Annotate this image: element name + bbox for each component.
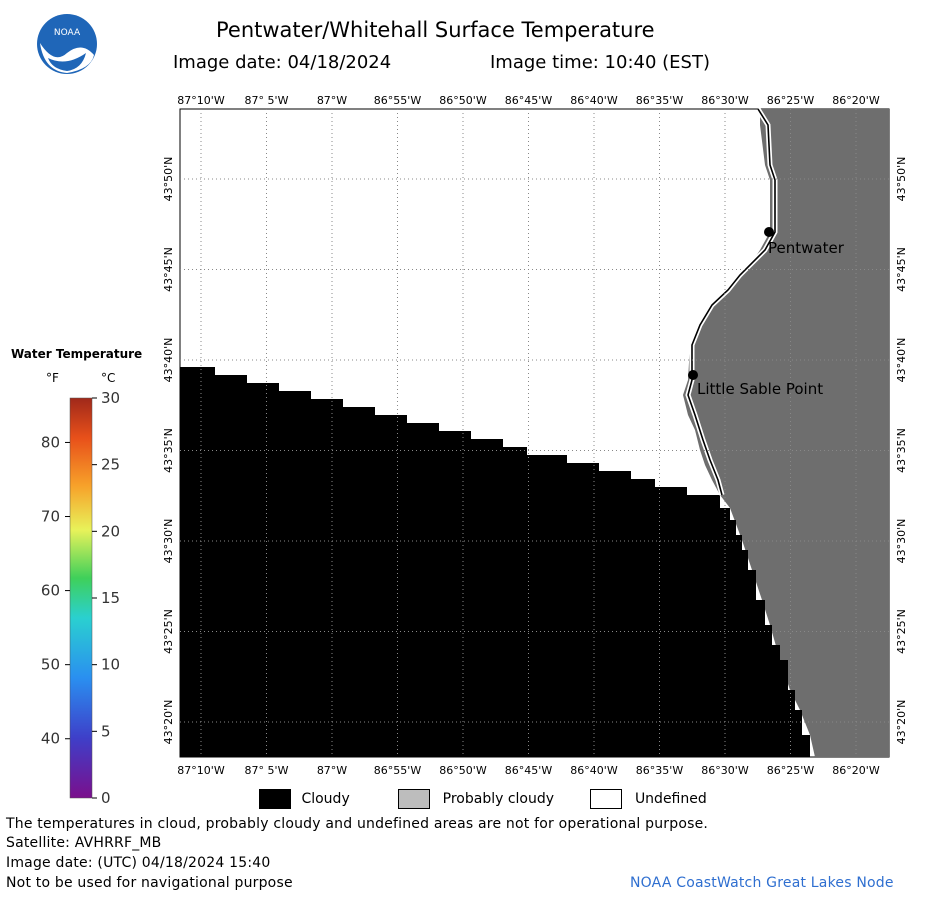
lat-label-right: 43°35'N	[895, 428, 908, 473]
lon-label-top: 86°50'W	[439, 94, 487, 107]
colorbar-label-f: 70	[41, 508, 60, 526]
noaa-logo: NOAA	[37, 14, 97, 74]
lat-label-left: 43°20'N	[162, 700, 175, 745]
legend-label-cloudy: Cloudy	[301, 791, 350, 807]
lon-label-top: 86°40'W	[570, 94, 618, 107]
nav-warning-text: Not to be used for navigational purpose	[6, 875, 293, 891]
colorbar-label-c: 15	[101, 589, 120, 607]
lon-label-bottom: 87°W	[317, 764, 347, 777]
image-date-label: Image date: 04/18/2024	[173, 52, 392, 73]
lon-label-top: 86°25'W	[767, 94, 815, 107]
colorbar-label-c: 0	[101, 789, 111, 807]
colorbar-label-c: 20	[101, 522, 120, 540]
lon-label-top: 87°10'W	[177, 94, 225, 107]
lat-label-left: 43°30'N	[162, 519, 175, 564]
lon-label-bottom: 87°10'W	[177, 764, 225, 777]
legend-swatch-undefined	[590, 789, 623, 809]
lon-label-bottom: 86°35'W	[636, 764, 684, 777]
colorbar-label-c: 25	[101, 456, 120, 474]
lat-label-left: 43°50'N	[162, 157, 175, 202]
lat-label-right: 43°45'N	[895, 247, 908, 292]
legend: Cloudy Probably cloudy Undefined	[259, 789, 707, 809]
lon-label-bottom: 86°40'W	[570, 764, 618, 777]
lon-label-bottom: 86°20'W	[832, 764, 880, 777]
legend-swatch-cloudy	[259, 789, 291, 809]
map-title: Pentwater/Whitehall Surface Temperature	[216, 18, 655, 42]
lon-label-bottom: 86°30'W	[701, 764, 749, 777]
graticule	[180, 109, 889, 757]
lon-label-top: 86°55'W	[374, 94, 422, 107]
lat-label-left: 43°35'N	[162, 428, 175, 473]
lat-label-left: 43°45'N	[162, 247, 175, 292]
colorbar-label-f: 80	[41, 433, 60, 451]
noaa-logo-text: NOAA	[54, 28, 81, 38]
lat-label-right: 43°25'N	[895, 609, 908, 654]
place-marker	[764, 227, 774, 237]
credit-text: NOAA CoastWatch Great Lakes Node	[630, 875, 894, 891]
colorbar-title: Water Temperature	[11, 347, 143, 361]
colorbar-gradient	[69, 397, 93, 799]
utc-date-text: Image date: (UTC) 04/18/2024 15:40	[6, 855, 271, 871]
colorbar-unit-f: °F	[46, 371, 59, 385]
lat-label-right: 43°20'N	[895, 700, 908, 745]
lat-label-right: 43°40'N	[895, 338, 908, 383]
place-marker	[688, 370, 698, 380]
graticule-labels: 87°10'W 87°10'W 87° 5'W 87° 5'W 87°W 87°W 86°5…	[162, 94, 908, 777]
lon-label-bottom: 86°45'W	[505, 764, 553, 777]
place-label: Pentwater	[768, 239, 845, 257]
disclaimer-text: The temperatures in cloud, probably clou…	[6, 816, 709, 832]
lon-label-top: 86°20'W	[832, 94, 880, 107]
image-time-label: Image time: 10:40 (EST)	[490, 52, 710, 73]
lat-label-left: 43°40'N	[162, 338, 175, 383]
lon-label-top: 86°30'W	[701, 94, 749, 107]
lon-label-bottom: 86°50'W	[439, 764, 487, 777]
satellite-text: Satellite: AVHRRF_MB	[6, 835, 162, 851]
legend-label-undefined: Undefined	[634, 791, 707, 807]
lon-label-top: 87°W	[317, 94, 347, 107]
legend-swatch-probably-cloudy	[398, 789, 431, 809]
colorbar-label-f: 40	[41, 730, 60, 748]
colorbar-label-f: 60	[41, 582, 60, 600]
colorbar-unit-c: °C	[101, 371, 116, 385]
lon-label-top: 86°45'W	[505, 94, 553, 107]
place-label: Little Sable Point	[697, 380, 823, 398]
colorbar-label-c: 5	[101, 722, 111, 740]
lat-label-left: 43°25'N	[162, 609, 175, 654]
lon-label-top: 86°35'W	[636, 94, 684, 107]
coastline-outline	[687, 108, 776, 496]
lon-label-bottom: 86°25'W	[767, 764, 815, 777]
lat-label-right: 43°50'N	[895, 157, 908, 202]
lat-label-right: 43°30'N	[895, 519, 908, 564]
lon-label-bottom: 86°55'W	[374, 764, 422, 777]
lon-label-bottom: 87° 5'W	[245, 764, 289, 777]
colorbar-label-f: 50	[41, 656, 60, 674]
place-markers: Pentwater Little Sable Point	[688, 227, 845, 398]
colorbar-label-c: 30	[101, 389, 120, 407]
cloudy-region	[180, 367, 810, 757]
probably-cloudy-region	[683, 109, 889, 757]
colorbar-label-c: 10	[101, 656, 120, 674]
legend-label-probably-cloudy: Probably cloudy	[442, 791, 555, 807]
lon-label-top: 87° 5'W	[245, 94, 289, 107]
